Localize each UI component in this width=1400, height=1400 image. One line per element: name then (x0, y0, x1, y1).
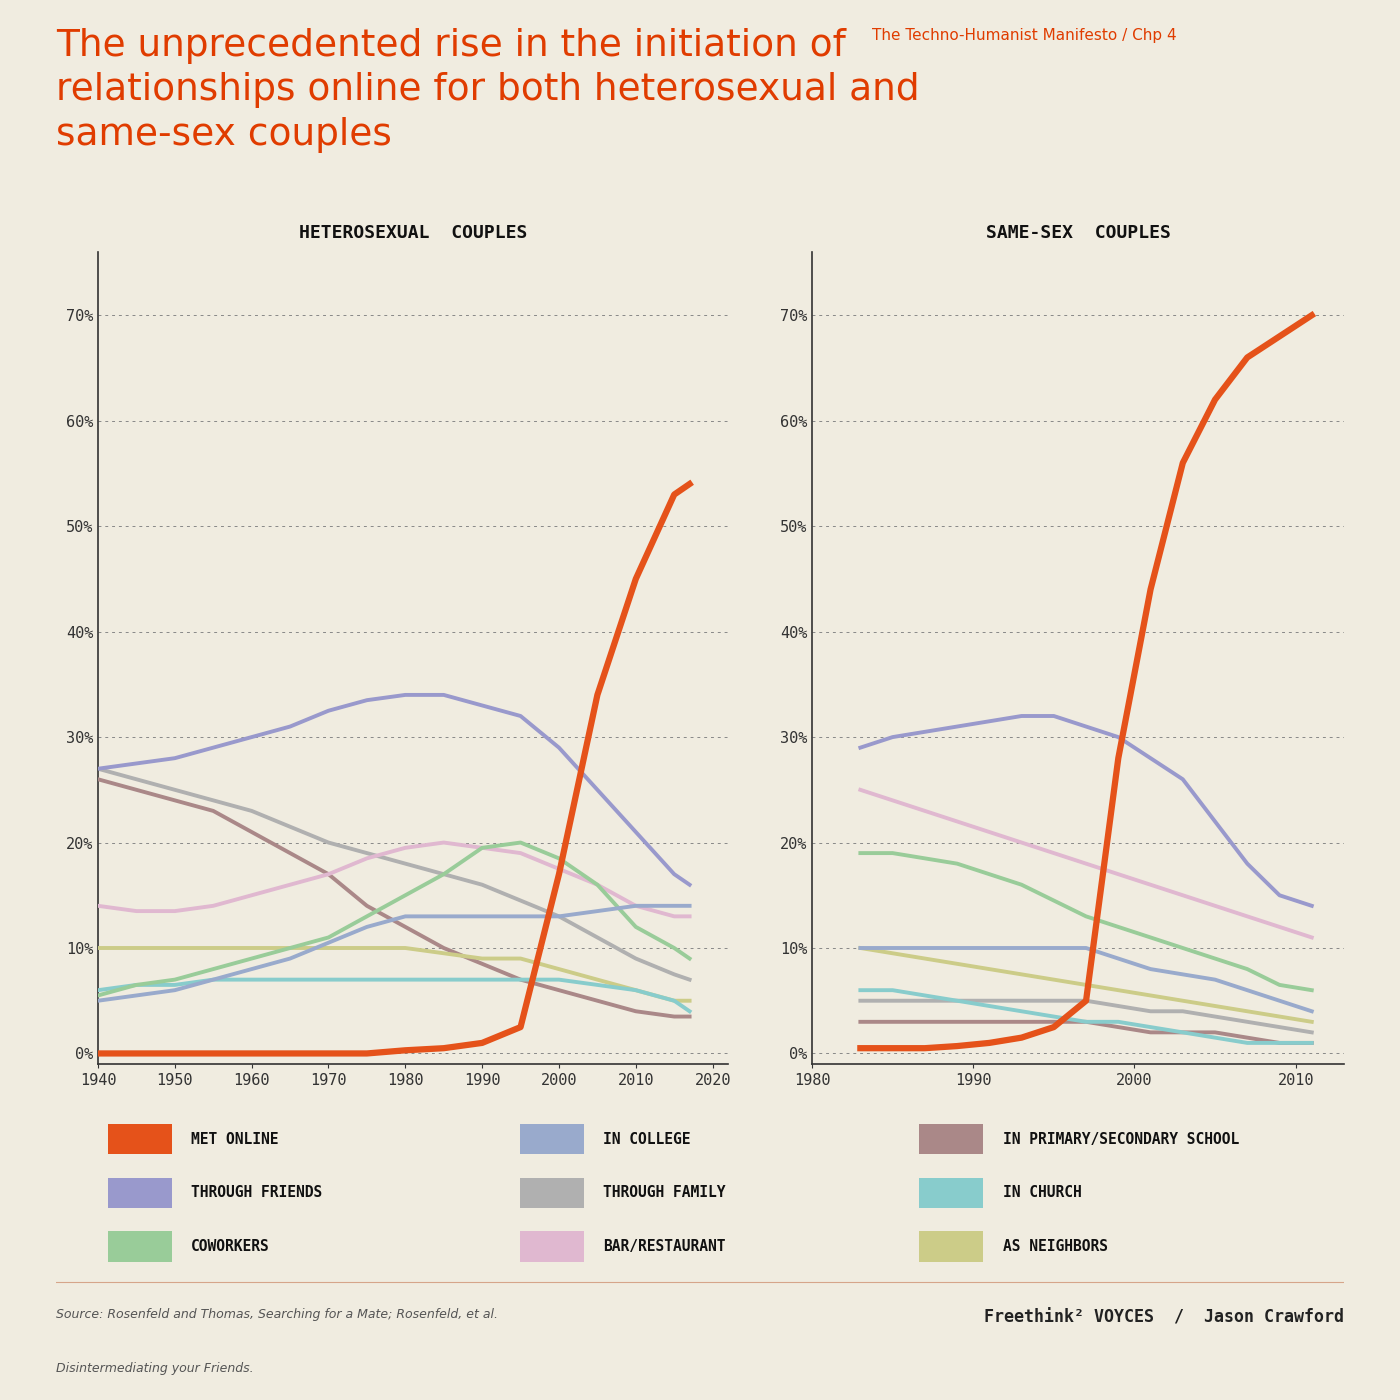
Text: THROUGH FAMILY: THROUGH FAMILY (603, 1186, 725, 1200)
Text: BAR/RESTAURANT: BAR/RESTAURANT (603, 1239, 725, 1254)
Text: The Techno-Humanist Manifesto / Chp 4: The Techno-Humanist Manifesto / Chp 4 (872, 28, 1176, 43)
Text: IN CHURCH: IN CHURCH (1002, 1186, 1081, 1200)
FancyBboxPatch shape (918, 1177, 983, 1208)
Text: THROUGH FRIENDS: THROUGH FRIENDS (192, 1186, 322, 1200)
FancyBboxPatch shape (108, 1177, 172, 1208)
FancyBboxPatch shape (519, 1177, 584, 1208)
Text: Disintermediating your Friends.: Disintermediating your Friends. (56, 1362, 253, 1375)
Text: MET ONLINE: MET ONLINE (192, 1131, 279, 1147)
Text: Freethink² VOYCES  /  Jason Crawford: Freethink² VOYCES / Jason Crawford (984, 1308, 1344, 1326)
FancyBboxPatch shape (519, 1124, 584, 1154)
FancyBboxPatch shape (519, 1232, 584, 1261)
Text: The unprecedented rise in the initiation of
relationships online for both hetero: The unprecedented rise in the initiation… (56, 28, 920, 153)
FancyBboxPatch shape (918, 1232, 983, 1261)
Title: HETEROSEXUAL  COUPLES: HETEROSEXUAL COUPLES (298, 224, 528, 242)
Text: IN PRIMARY/SECONDARY SCHOOL: IN PRIMARY/SECONDARY SCHOOL (1002, 1131, 1239, 1147)
Title: SAME-SEX  COUPLES: SAME-SEX COUPLES (986, 224, 1170, 242)
FancyBboxPatch shape (108, 1232, 172, 1261)
FancyBboxPatch shape (918, 1124, 983, 1154)
Text: COWORKERS: COWORKERS (192, 1239, 270, 1254)
FancyBboxPatch shape (108, 1124, 172, 1154)
Text: IN COLLEGE: IN COLLEGE (603, 1131, 692, 1147)
Text: AS NEIGHBORS: AS NEIGHBORS (1002, 1239, 1107, 1254)
Text: Source: Rosenfeld and Thomas, Searching for a Mate; Rosenfeld, et al.: Source: Rosenfeld and Thomas, Searching … (56, 1308, 498, 1322)
